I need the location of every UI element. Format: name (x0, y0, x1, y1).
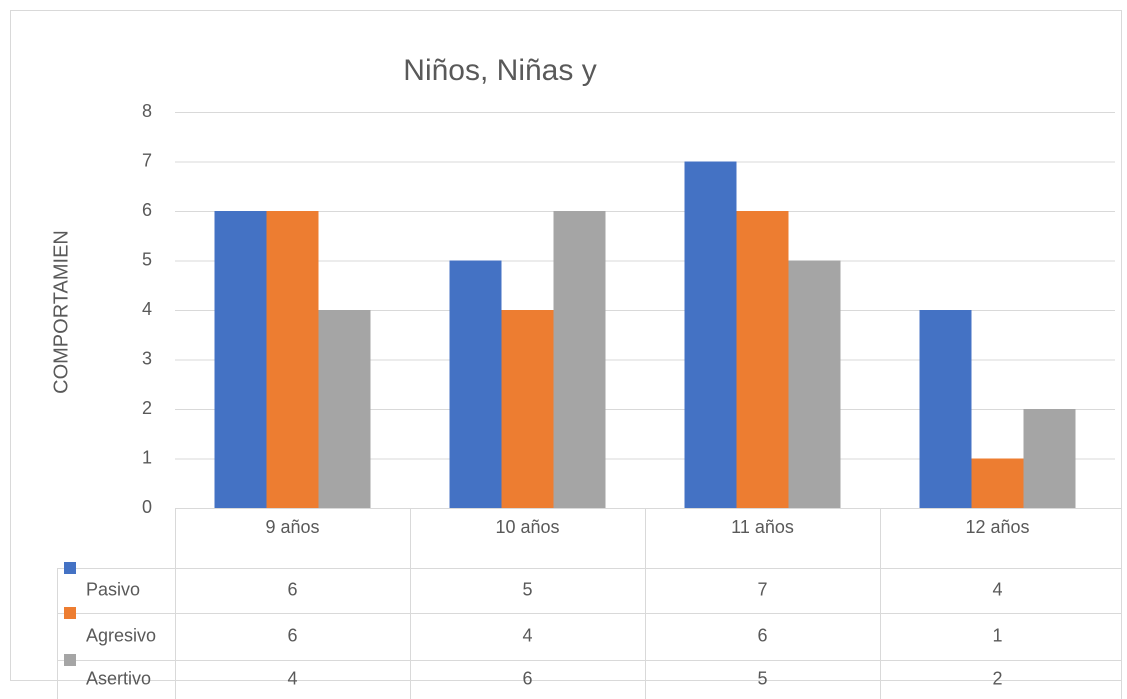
table-value: 6 (757, 625, 767, 645)
bar (788, 260, 841, 508)
y-tick-label: 2 (142, 398, 152, 418)
y-tick-label: 0 (142, 497, 152, 517)
bar (684, 161, 737, 508)
legend-key (64, 654, 76, 666)
legend-label: Agresivo (86, 625, 156, 645)
bar (736, 211, 789, 508)
table-value: 6 (287, 579, 297, 599)
table-value: 4 (992, 579, 1002, 599)
y-tick-label: 3 (142, 348, 152, 368)
table-value: 5 (522, 579, 532, 599)
legend-key (64, 562, 76, 574)
bar (919, 310, 972, 508)
bar (501, 310, 554, 508)
x-tick-label: 12 años (965, 517, 1029, 537)
bar (553, 211, 606, 508)
legend-label: Pasivo (86, 579, 140, 599)
chart-border (10, 10, 1122, 681)
y-tick-label: 5 (142, 249, 152, 269)
y-tick-label: 7 (142, 150, 152, 170)
y-tick-label: 4 (142, 299, 152, 319)
bar (318, 310, 371, 508)
table-value: 4 (522, 625, 532, 645)
x-tick-label: 11 años (731, 517, 794, 537)
table-value: 6 (287, 625, 297, 645)
bar (1023, 409, 1076, 508)
y-tick-label: 8 (142, 101, 152, 121)
chart-title: Niños, Niñas y (403, 54, 596, 87)
x-tick-label: 10 años (495, 517, 559, 537)
y-tick-label: 6 (142, 200, 152, 220)
y-tick-label: 1 (142, 447, 152, 467)
table-value: 5 (757, 668, 767, 688)
table-value: 1 (992, 625, 1002, 645)
x-tick-label: 9 años (265, 517, 319, 537)
table-value: 2 (992, 668, 1002, 688)
bar (214, 211, 267, 508)
legend-key (64, 607, 76, 619)
table-value: 4 (287, 668, 297, 688)
y-axis-label: COMPORTAMIEN (50, 230, 72, 394)
table-value: 6 (522, 668, 532, 688)
legend-label: Asertivo (86, 668, 151, 688)
bar (266, 211, 319, 508)
bar (449, 260, 502, 508)
table-value: 7 (757, 579, 767, 599)
bar (971, 458, 1024, 508)
